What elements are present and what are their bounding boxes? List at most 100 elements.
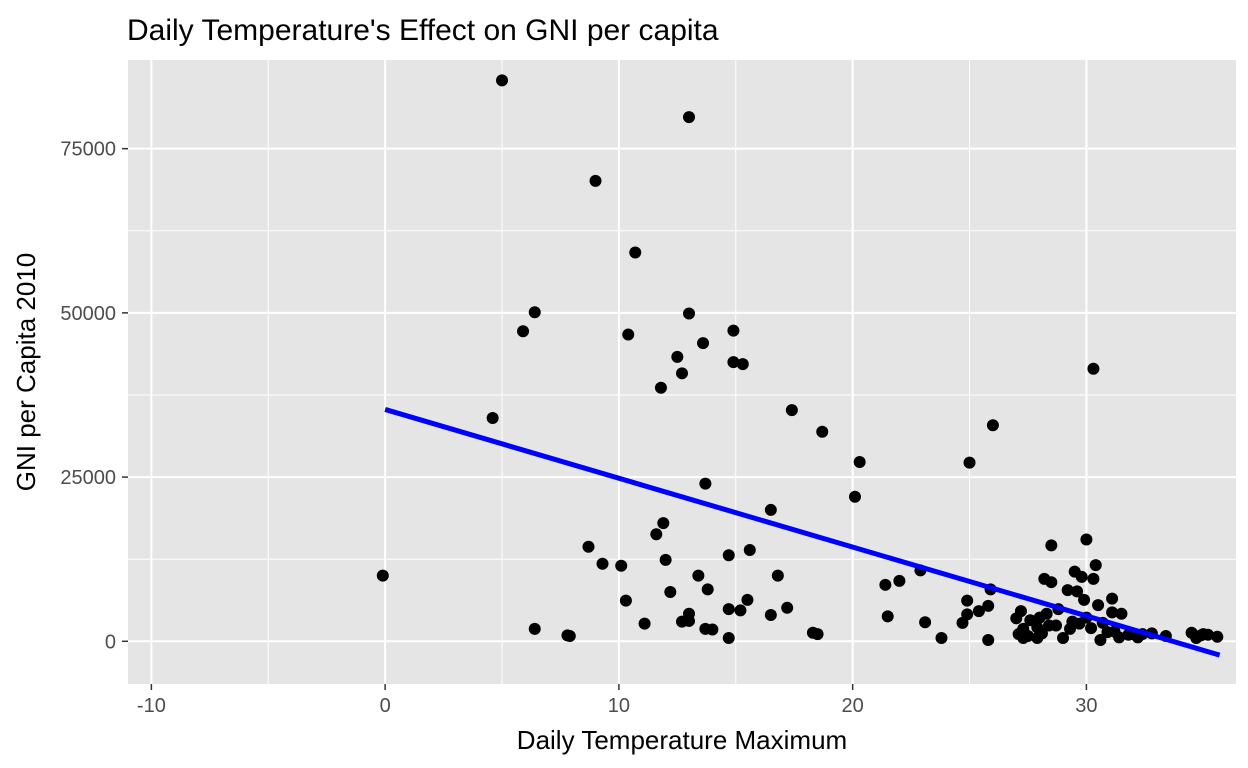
data-point [722, 632, 735, 645]
data-point [1050, 619, 1063, 632]
x-axis-ticks: -10 0 10 20 30 [137, 684, 1098, 717]
data-point [986, 419, 999, 432]
data-point [654, 381, 667, 394]
data-point [638, 617, 651, 630]
data-point [771, 569, 784, 582]
data-point [615, 559, 628, 572]
data-point [1040, 607, 1053, 620]
data-point [629, 246, 642, 259]
data-point [692, 569, 705, 582]
data-point [1089, 559, 1102, 572]
data-point [1014, 605, 1027, 618]
data-point [734, 604, 747, 617]
data-point [528, 306, 541, 319]
data-point [582, 540, 595, 553]
y-tick-label: 75000 [60, 139, 116, 161]
data-point [1080, 533, 1093, 546]
data-point [811, 628, 824, 641]
data-point [764, 503, 777, 516]
data-point [1061, 584, 1074, 597]
data-point [1201, 628, 1214, 641]
data-point [982, 599, 995, 612]
data-point [657, 517, 670, 530]
data-point [879, 578, 892, 591]
data-point [1106, 606, 1119, 619]
data-point [848, 490, 861, 503]
data-point [743, 544, 756, 557]
data-point [1087, 572, 1100, 585]
data-point [972, 605, 985, 618]
data-point [683, 307, 696, 320]
x-tick-label: 10 [608, 695, 630, 717]
data-point [528, 622, 541, 635]
data-point [1113, 631, 1126, 644]
data-point [517, 325, 530, 338]
data-point [1211, 630, 1224, 643]
data-point [764, 609, 777, 622]
grid-minor-lines [128, 60, 1236, 684]
data-point [650, 528, 663, 541]
data-point [982, 633, 995, 646]
data-point [496, 74, 509, 87]
y-tick-label: 50000 [60, 303, 116, 325]
y-axis-title: GNI per Capita 2010 [11, 253, 41, 491]
x-tick-label: 30 [1075, 695, 1097, 717]
data-point [919, 616, 932, 629]
data-point [563, 630, 576, 643]
data-point [699, 477, 712, 490]
data-point [376, 569, 389, 582]
x-tick-label: 20 [842, 695, 864, 717]
data-point [671, 350, 684, 363]
data-point [1045, 539, 1058, 552]
data-point [893, 574, 906, 587]
data-point [589, 174, 602, 187]
data-point [659, 553, 672, 566]
trend-line [384, 407, 1221, 658]
data-point [1035, 627, 1048, 640]
data-point [697, 337, 710, 350]
data-point [1092, 599, 1105, 612]
data-points [376, 74, 1224, 646]
data-point [486, 411, 499, 424]
data-point [683, 111, 696, 124]
data-point [683, 614, 696, 627]
data-point [781, 601, 794, 614]
data-point [722, 603, 735, 616]
y-tick-label: 0 [105, 631, 116, 653]
data-point [619, 594, 632, 607]
data-point [706, 623, 719, 636]
data-point [816, 425, 829, 438]
data-point [1078, 593, 1091, 606]
data-point [727, 324, 740, 337]
data-point [736, 358, 749, 371]
data-point [963, 456, 976, 469]
data-point [1045, 576, 1058, 589]
data-point [853, 455, 866, 468]
data-point [722, 549, 735, 562]
x-tick-label: 0 [380, 695, 391, 717]
data-point [961, 594, 974, 607]
data-point [881, 610, 894, 623]
data-point [676, 367, 688, 380]
x-axis-title: Daily Temperature Maximum [517, 725, 847, 755]
data-point [596, 557, 609, 570]
chart-title: Daily Temperature's Effect on GNI per ca… [127, 14, 719, 47]
data-point [785, 404, 798, 417]
data-point [1071, 585, 1084, 598]
data-point [622, 328, 635, 341]
data-point [664, 586, 677, 599]
data-point [1094, 633, 1107, 646]
x-tick-label: -10 [137, 695, 166, 717]
data-point [935, 632, 948, 645]
grid-major-lines [128, 60, 1236, 684]
data-point [701, 583, 714, 596]
data-point [1057, 632, 1070, 645]
y-tick-label: 25000 [60, 467, 116, 489]
data-point [961, 608, 974, 621]
data-point [741, 593, 754, 606]
data-point [1115, 607, 1128, 620]
data-point [1085, 622, 1098, 635]
data-point [727, 356, 740, 369]
data-point [1106, 592, 1119, 605]
